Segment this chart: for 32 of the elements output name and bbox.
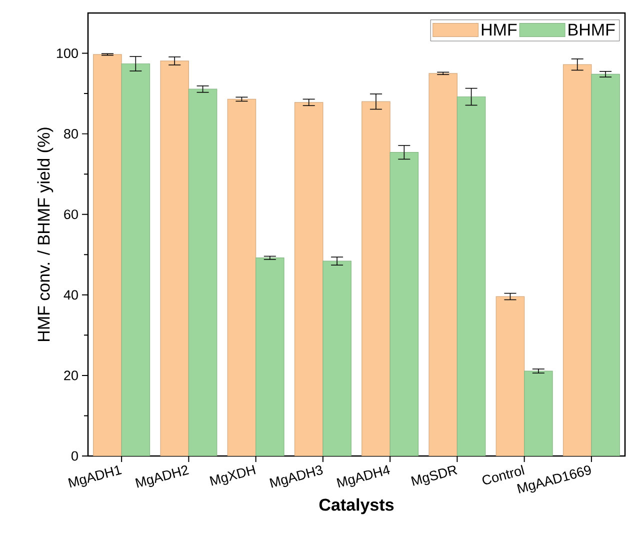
y-tick-label: 20 [64,370,78,380]
bar [362,101,390,456]
bar [121,63,150,456]
bar [390,152,419,456]
x-tick-label: MgXDH [210,464,256,486]
bar [322,260,352,456]
bar [294,102,324,456]
x-tick-label: MgADH1 [68,465,122,488]
bar [591,74,620,456]
y-tick-label: 100 [56,48,78,58]
bar [188,88,218,456]
y-tick-label: 60 [64,210,78,220]
bar [496,296,525,456]
y-tick-label: 40 [64,290,78,300]
legend-label: HMF [482,24,517,36]
bar [562,64,592,456]
y-axis-title: HMF conv. / BHMF yield (%) [37,128,54,341]
x-tick-label: MgADH4 [336,465,390,488]
bar [524,370,553,456]
bar [227,98,256,456]
bar [456,96,486,456]
bar [428,73,458,456]
legend-label: BHMF [568,24,615,36]
bar [160,60,189,456]
y-tick-label: 0 [72,451,78,461]
bar [93,54,122,456]
y-tick-label: 80 [64,129,78,139]
x-tick-label: MgSDR [411,466,458,486]
x-tick-label: MgADH3 [270,466,323,488]
bar [256,258,284,456]
x-axis-title: Catalysts [319,498,394,514]
x-tick-label: MgADH2 [135,466,189,488]
